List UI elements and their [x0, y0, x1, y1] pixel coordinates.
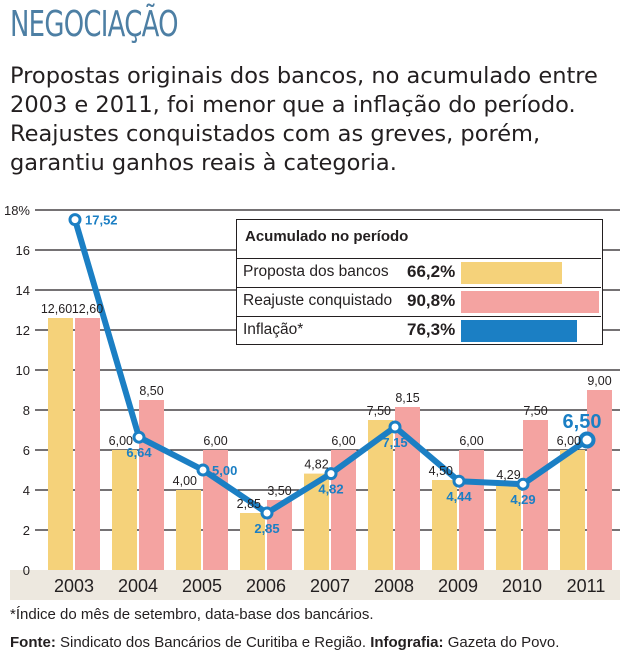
point-inflacao — [68, 213, 82, 227]
bar-proposta — [240, 513, 265, 570]
point-inflacao — [452, 474, 466, 488]
line-label-inflacao: 6,50 — [563, 411, 602, 433]
infographic-label: Infografia: — [370, 634, 444, 651]
x-tick-label: 2010 — [502, 576, 542, 596]
y-tick-label: 8 — [23, 403, 30, 418]
subtitle: Propostas originais dos bancos, no acumu… — [10, 63, 598, 176]
bar-reajuste — [139, 400, 164, 570]
bar-proposta — [176, 490, 201, 570]
x-tick-label: 2008 — [374, 576, 414, 596]
y-tick-label: 2 — [23, 523, 30, 538]
legend-value: 66,2% — [407, 262, 456, 281]
line-label-inflacao: 2,85 — [254, 521, 279, 536]
y-tick-label: 12 — [16, 323, 30, 338]
legend-value: 76,3% — [407, 320, 456, 339]
source-credits: Fonte: Sindicato dos Bancários de Curiti… — [10, 634, 559, 651]
bar-label-reajuste: 6,00 — [203, 434, 227, 448]
y-tick-label: 18% — [4, 203, 30, 218]
point-inflacao — [132, 430, 146, 444]
bar-proposta — [112, 450, 137, 570]
bar-reajuste — [587, 390, 612, 570]
y-tick-label: 16 — [16, 243, 30, 258]
bar-label-proposta: 4,82 — [304, 458, 328, 472]
bar-label-reajuste: 12,60 — [72, 302, 103, 316]
legend-item-proposta: Proposta dos bancos 66,2% — [237, 258, 601, 287]
x-tick-label: 2011 — [567, 576, 606, 596]
y-tick-label: 14 — [16, 283, 30, 298]
bar-reajuste — [459, 450, 484, 570]
bar-label-proposta: 12,60 — [41, 302, 72, 316]
line-label-inflacao: 4,29 — [510, 492, 535, 507]
legend-box: Acumulado no período Proposta dos bancos… — [236, 219, 603, 345]
line-label-inflacao: 7,15 — [382, 435, 407, 450]
bar-label-proposta: 6,00 — [109, 434, 133, 448]
x-tick-label: 2009 — [438, 576, 478, 596]
bar-label-reajuste: 6,00 — [459, 434, 483, 448]
source-text: Sindicato dos Bancários de Curitiba e Re… — [55, 634, 371, 651]
bar-label-proposta: 6,00 — [557, 434, 581, 448]
bar-proposta — [496, 484, 521, 570]
legend-item-reajuste: Reajuste conquistado 90,8% — [237, 287, 601, 316]
legend-bar-proposta — [461, 262, 562, 284]
line-label-inflacao: 17,52 — [85, 213, 118, 228]
y-tick-label: 6 — [23, 443, 30, 458]
bar-reajuste — [523, 420, 548, 570]
x-axis-band — [10, 570, 620, 600]
legend-value: 90,8% — [407, 291, 456, 310]
legend-title: Acumulado no período — [245, 228, 409, 245]
x-tick-label: 2007 — [310, 576, 350, 596]
x-tick-label: 2004 — [118, 576, 158, 596]
x-tick-label: 2005 — [182, 576, 222, 596]
legend-label: Reajuste conquistado — [243, 292, 393, 309]
x-tick-label: 2003 — [54, 576, 94, 596]
point-inflacao — [324, 467, 338, 481]
line-label-inflacao: 4,82 — [318, 482, 343, 497]
bar-label-proposta: 4,50 — [429, 464, 453, 478]
footnote: *Índice do mês de setembro, data-base do… — [10, 606, 374, 623]
point-inflacao — [578, 431, 596, 449]
point-inflacao — [260, 506, 274, 520]
bar-label-reajuste: 8,50 — [139, 384, 163, 398]
y-tick-label: 4 — [23, 483, 30, 498]
point-inflacao — [516, 477, 530, 491]
bar-label-reajuste: 6,00 — [331, 434, 355, 448]
bar-label-reajuste: 9,00 — [587, 374, 611, 388]
bar-label-proposta: 2,85 — [237, 497, 261, 511]
line-label-inflacao: 5,00 — [212, 463, 237, 478]
bar-label-reajuste: 3,50 — [267, 484, 291, 498]
bar-label-proposta: 4,29 — [496, 468, 520, 482]
legend-label: Inflação* — [243, 321, 304, 338]
bar-proposta — [48, 318, 73, 570]
bar-reajuste — [75, 318, 100, 570]
bar-label-proposta: 7,50 — [367, 404, 391, 418]
page-title: NEGOCIAÇÃO — [10, 4, 179, 45]
y-tick-label: 10 — [16, 363, 30, 378]
legend-item-inflacao: Inflação* 76,3% — [237, 316, 601, 345]
bar-proposta — [560, 450, 585, 570]
y-tick-label: 0 — [23, 563, 30, 578]
bar-label-reajuste: 8,15 — [395, 391, 419, 405]
x-tick-label: 2006 — [246, 576, 286, 596]
source-label: Fonte: — [10, 634, 56, 651]
point-inflacao — [388, 420, 402, 434]
line-label-inflacao: 4,44 — [446, 489, 472, 504]
bar-label-proposta: 4,00 — [173, 474, 197, 488]
bar-label-reajuste: 7,50 — [523, 404, 547, 418]
bar-proposta — [432, 480, 457, 570]
legend-bar-inflacao — [461, 320, 577, 342]
infographic-text: Gazeta do Povo. — [443, 634, 560, 651]
point-inflacao — [196, 463, 210, 477]
legend-bar-reajuste — [461, 291, 599, 313]
legend-label: Proposta dos bancos — [243, 263, 389, 280]
line-label-inflacao: 6,64 — [126, 445, 152, 460]
